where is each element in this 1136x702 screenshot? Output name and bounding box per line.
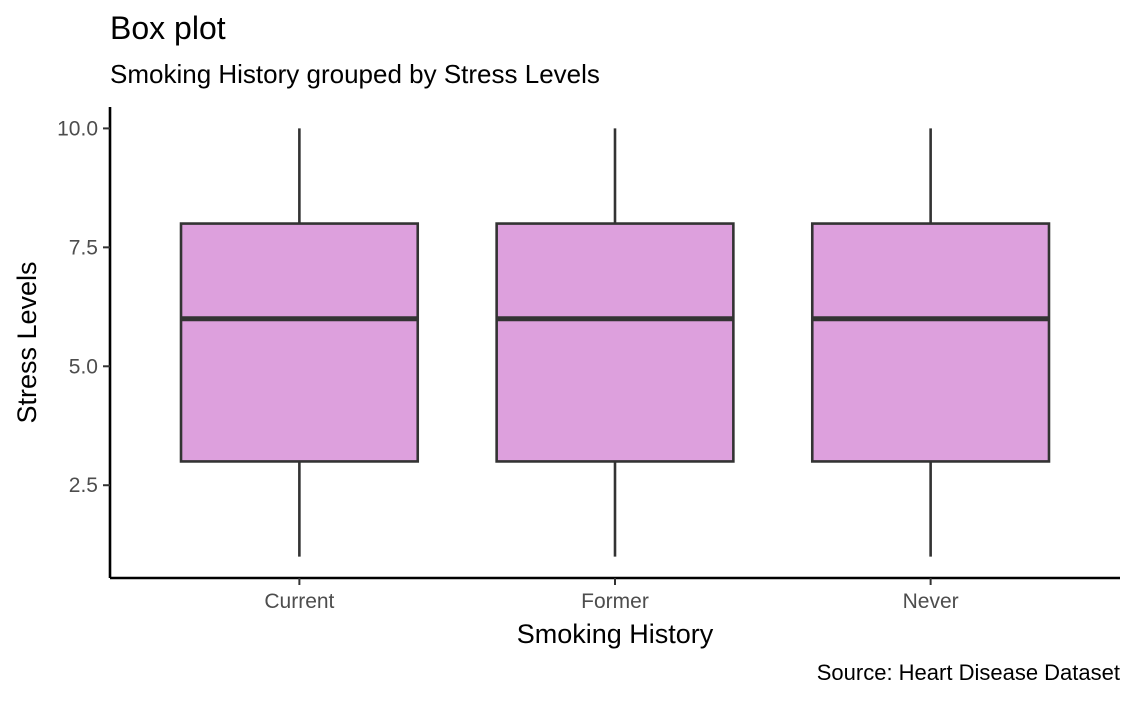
box-iqr	[495, 222, 735, 463]
box-former	[495, 128, 735, 557]
y-tick-label: 10.0	[57, 117, 98, 140]
y-tick-label: 2.5	[69, 474, 98, 497]
x-ticks-layer: Current Former Never	[264, 578, 959, 613]
x-tick-label: Current	[264, 590, 334, 613]
y-tick-label: 7.5	[69, 236, 98, 259]
box-iqr	[179, 222, 420, 463]
boxes-layer	[179, 128, 1051, 557]
chart-subtitle: Smoking History grouped by Stress Levels	[110, 59, 600, 89]
y-ticks-layer: 2.5 5.0 7.5 10.0	[57, 117, 110, 497]
x-axis-title: Smoking History	[517, 619, 714, 649]
x-tick-label: Never	[903, 590, 959, 613]
chart-title: Box plot	[110, 10, 226, 46]
box-current	[179, 128, 420, 557]
y-tick-label: 5.0	[69, 355, 98, 378]
box-never	[810, 128, 1051, 557]
y-axis-title: Stress Levels	[12, 261, 42, 423]
box-iqr	[810, 222, 1051, 463]
x-tick-label: Former	[581, 590, 649, 613]
chart-caption: Source: Heart Disease Dataset	[816, 660, 1120, 685]
